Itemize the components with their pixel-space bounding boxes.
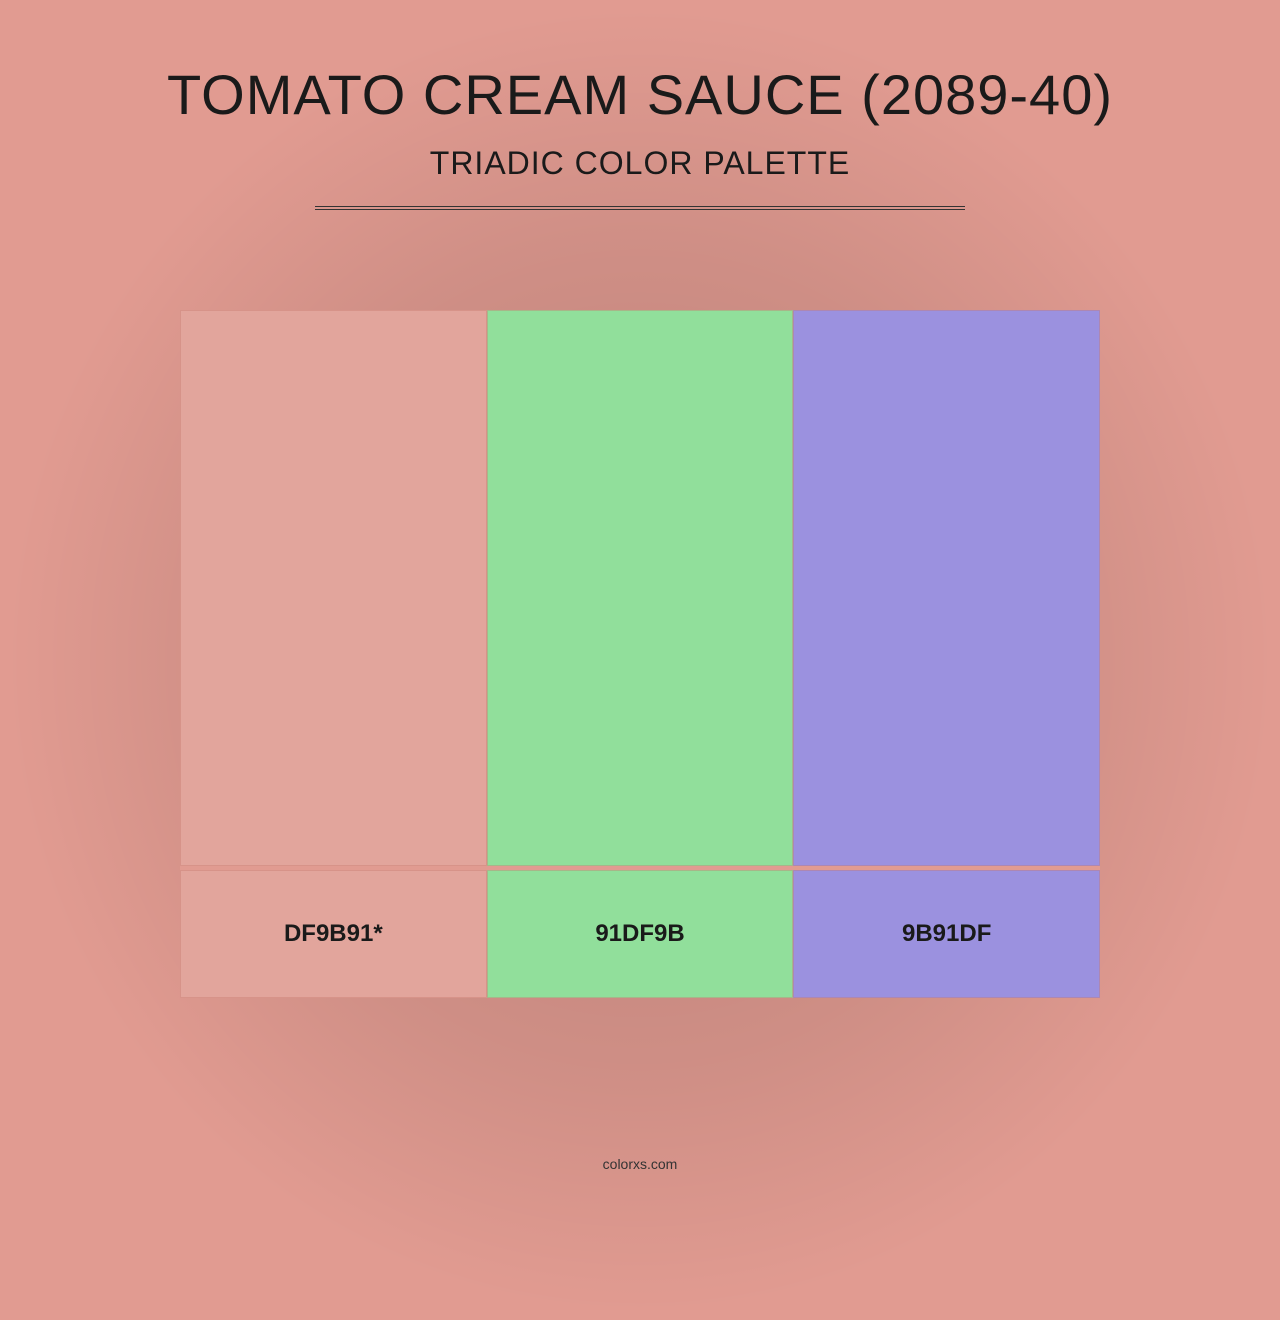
palette-container: DF9B91* 91DF9B 9B91DF — [180, 310, 1100, 998]
content-container: TOMATO CREAM SAUCE (2089-40) TRIADIC COL… — [0, 0, 1280, 1320]
footer-text: colorxs.com — [0, 1156, 1280, 1172]
page-title: TOMATO CREAM SAUCE (2089-40) — [167, 62, 1113, 127]
swatches-row — [180, 310, 1100, 866]
color-swatch — [180, 310, 487, 866]
page-subtitle: TRIADIC COLOR PALETTE — [430, 145, 850, 182]
labels-row: DF9B91* 91DF9B 9B91DF — [180, 870, 1100, 998]
color-label: 9B91DF — [793, 870, 1100, 998]
color-swatch — [793, 310, 1100, 866]
color-label: 91DF9B — [487, 870, 794, 998]
color-label: DF9B91* — [180, 870, 487, 998]
color-swatch — [487, 310, 794, 866]
background: TOMATO CREAM SAUCE (2089-40) TRIADIC COL… — [0, 0, 1280, 1320]
divider-line — [315, 206, 965, 210]
